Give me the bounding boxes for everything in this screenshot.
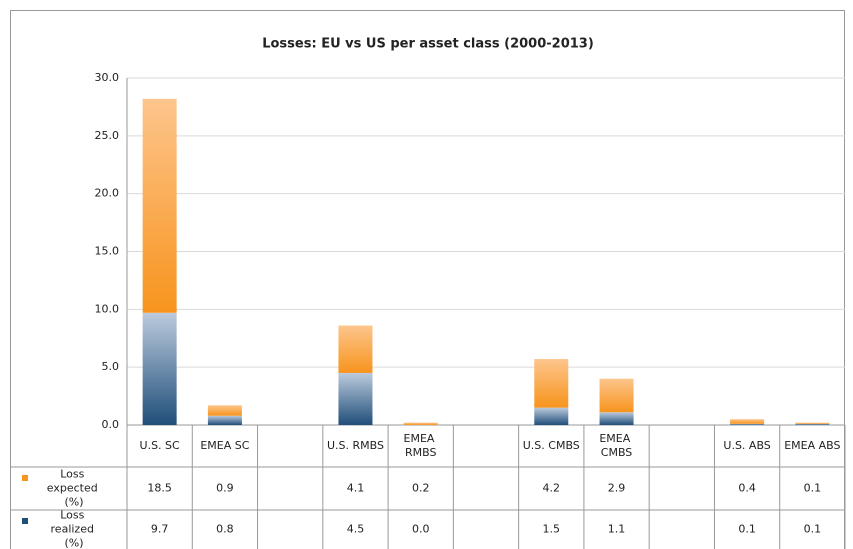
data-label: 4.2	[543, 482, 561, 495]
bar-segment	[534, 407, 569, 425]
bar-segment	[207, 405, 242, 416]
bar-segment	[142, 98, 177, 313]
bar-segment	[207, 415, 242, 425]
x-tick-label: EMEA CMBS	[599, 432, 633, 459]
x-tick-label: U.S. RMBS	[327, 439, 384, 452]
data-label: 1.1	[608, 523, 626, 536]
data-label: 0.9	[216, 482, 234, 495]
y-tick-label: 0.0	[102, 418, 120, 431]
x-tick-label: U.S. SC	[140, 439, 181, 452]
legend-label: Loss expected (%)	[47, 468, 101, 509]
bar-segment	[730, 423, 765, 425]
data-label: 2.9	[608, 482, 626, 495]
y-tick-label: 20.0	[95, 187, 120, 200]
data-label: 0.2	[412, 482, 430, 495]
data-label: 0.1	[738, 523, 756, 536]
bar-segment	[403, 422, 438, 425]
bar-segment	[338, 372, 373, 425]
bar-segment	[730, 419, 765, 424]
data-label: 0.1	[804, 523, 822, 536]
bar-segment	[534, 359, 569, 408]
bar-segment	[599, 412, 634, 425]
legend-swatch	[22, 518, 28, 524]
y-tick-label: 15.0	[95, 245, 120, 258]
bar-segment	[142, 312, 177, 425]
bar-segment	[795, 423, 830, 425]
bar-segment	[338, 325, 373, 373]
data-label: 18.5	[147, 482, 172, 495]
chart-title: Losses: EU vs US per asset class (2000-2…	[262, 37, 594, 52]
data-label: 4.1	[347, 482, 365, 495]
y-tick-label: 5.0	[102, 360, 120, 373]
x-tick-label: EMEA ABS	[784, 439, 840, 452]
x-tick-label: EMEA SC	[200, 439, 249, 452]
x-tick-label: U.S. CMBS	[523, 439, 580, 452]
data-label: 1.5	[543, 523, 561, 536]
y-tick-label: 25.0	[95, 129, 120, 142]
y-tick-label: 10.0	[95, 302, 120, 315]
legend-label: Loss realized (%)	[51, 509, 98, 549]
x-tick-label: EMEA RMBS	[404, 432, 438, 459]
data-label: 0.0	[412, 523, 430, 536]
chart-border	[10, 10, 845, 549]
data-label: 0.8	[216, 523, 234, 536]
y-tick-label: 30.0	[95, 71, 120, 84]
legend-swatch	[22, 475, 28, 481]
bar-segment	[599, 378, 634, 413]
data-label: 9.7	[151, 523, 169, 536]
x-tick-label: U.S. ABS	[723, 439, 770, 452]
data-label: 0.1	[804, 482, 822, 495]
bar-segment	[795, 422, 830, 424]
data-label: 4.5	[347, 523, 365, 536]
data-label: 0.4	[738, 482, 756, 495]
